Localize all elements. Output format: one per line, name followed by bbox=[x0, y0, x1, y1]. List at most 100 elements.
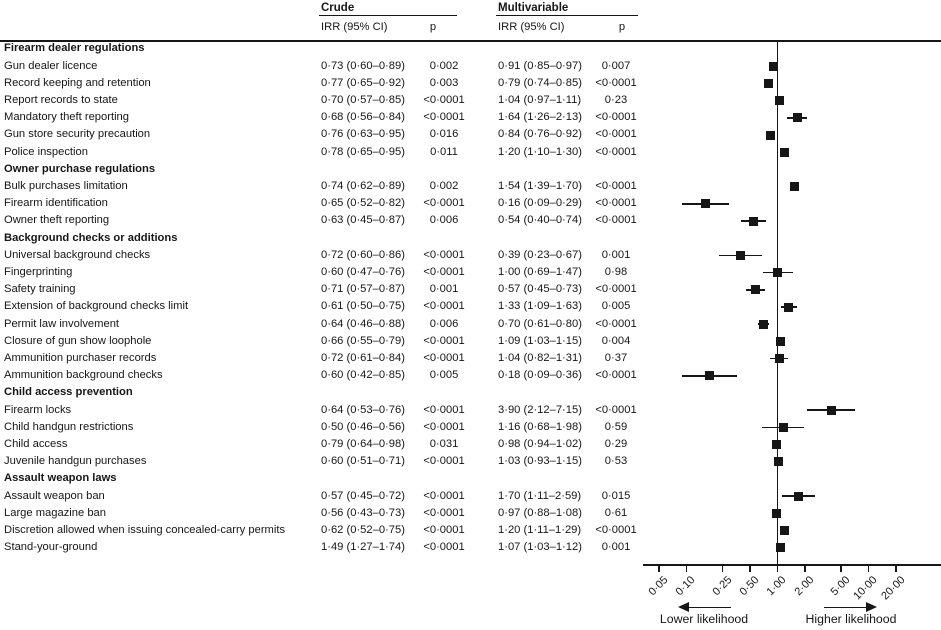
row-label: Fingerprinting bbox=[4, 266, 73, 278]
multivariable-irr-value: 3·90 (2·12–7·15) bbox=[498, 403, 582, 416]
section-header-row: Owner purchase regulations bbox=[0, 161, 660, 178]
crude-p-value: 0·002 bbox=[429, 59, 459, 72]
table-row: Owner theft reporting 0·63 (0·45–0·87) 0·0… bbox=[0, 212, 660, 229]
forest-marker bbox=[774, 354, 784, 364]
forest-marker bbox=[758, 319, 768, 329]
forest-marker bbox=[705, 371, 715, 381]
multivariable-p-value: 0·37 bbox=[604, 352, 628, 364]
table-row: Child handgun restrictions 0·50 (0·46–0·5… bbox=[0, 419, 660, 436]
arrow-left-icon bbox=[678, 602, 689, 613]
crude-irr-value: 0·68 (0·56–0·84) bbox=[321, 111, 405, 124]
crude-irr-value: 0·70 (0·57–0·85) bbox=[321, 94, 405, 106]
multivariable-irr-value: 1·04 (0·97–1·11) bbox=[498, 94, 582, 106]
forest-marker bbox=[775, 543, 785, 553]
forest-marker bbox=[826, 405, 836, 415]
forest-marker bbox=[763, 78, 773, 88]
crude-irr-value: 0·66 (0·55–0·79) bbox=[321, 334, 405, 347]
axis-tick bbox=[867, 565, 870, 572]
crude-p-value: <0·0001 bbox=[423, 524, 465, 536]
crude-p-value: <0·0001 bbox=[423, 266, 465, 278]
table-row: Record keeping and retention 0·77 (0·65–0… bbox=[0, 75, 660, 92]
crude-irr-value: 0·78 (0·65–0·95) bbox=[321, 145, 405, 158]
crude-p-value: <0·0001 bbox=[423, 248, 465, 261]
crude-irr-value: 0·56 (0·43–0·73) bbox=[321, 506, 405, 519]
crude-irr-value: 0·60 (0·47–0·76) bbox=[321, 266, 405, 278]
multivariable-p-value: 0·59 bbox=[604, 420, 628, 433]
table-row: Police inspection 0·78 (0·65–0·95) 0·011 1·… bbox=[0, 144, 660, 161]
multivariable-p-value: <0·0001 bbox=[595, 524, 637, 536]
axis-tick-label: 1·00 bbox=[764, 574, 789, 599]
crude-irr-value: 0·65 (0·52–0·82) bbox=[321, 197, 405, 210]
crude-p-value: 0·005 bbox=[429, 369, 459, 382]
forest-marker bbox=[769, 61, 779, 71]
crude-p-value: 0·003 bbox=[429, 76, 459, 89]
crude-p-value: 0·016 bbox=[429, 128, 459, 141]
multivariable-irr-value: 1·64 (1·26–2·13) bbox=[498, 111, 582, 124]
crude-p-header: p bbox=[429, 21, 437, 33]
section-header-row: Assault weapon laws bbox=[0, 470, 660, 487]
multivariable-irr-value: 0·79 (0·74–0·85) bbox=[498, 76, 582, 89]
crude-p-value: 0·006 bbox=[429, 317, 459, 330]
forest-marker bbox=[750, 285, 760, 295]
crude-irr-ci-header: IRR (95% CI) bbox=[321, 21, 388, 33]
crude-irr-value: 0·64 (0·46–0·88) bbox=[321, 317, 405, 330]
multivariable-irr-value: 1·16 (0·68–1·98) bbox=[498, 420, 582, 433]
multivariable-p-value: 0·29 bbox=[604, 438, 628, 450]
table-row: Universal background checks 0·72 (0·60–0·… bbox=[0, 247, 660, 264]
crude-irr-value: 0·79 (0·64–0·98) bbox=[321, 438, 405, 450]
table-row: Gun store security precaution 0·76 (0·63–… bbox=[0, 126, 660, 143]
crude-p-value: <0·0001 bbox=[423, 300, 465, 313]
crude-irr-value: 0·71 (0·57–0·87) bbox=[321, 283, 405, 296]
section-header-row: Background checks or additions bbox=[0, 230, 660, 247]
axis-tick-label: 20·00 bbox=[878, 574, 908, 603]
row-label: Firearm locks bbox=[4, 403, 72, 416]
forest-marker bbox=[784, 302, 794, 312]
table-row: Safety training 0·71 (0·57–0·87) 0·001 0·57… bbox=[0, 281, 660, 298]
crude-irr-value: 0·77 (0·65–0·92) bbox=[321, 76, 405, 89]
table-row: Firearm identification 0·65 (0·52–0·82) <0… bbox=[0, 195, 660, 212]
crude-irr-value: 0·72 (0·60–0·86) bbox=[321, 248, 405, 261]
multivariable-irr-value: 0·16 (0·09–0·29) bbox=[498, 197, 582, 210]
multivariable-group-underline bbox=[496, 15, 638, 17]
forest-marker bbox=[735, 250, 745, 260]
multivariable-p-value: 0·001 bbox=[601, 541, 631, 554]
row-label: Assault weapon ban bbox=[4, 489, 105, 502]
axis-tick-label: 5·00 bbox=[828, 574, 853, 599]
row-label: Juvenile handgun purchases bbox=[4, 455, 147, 468]
multivariable-irr-value: 0·39 (0·23–0·67) bbox=[498, 248, 582, 261]
crude-p-value: 0·031 bbox=[429, 438, 459, 450]
x-axis-line bbox=[643, 564, 941, 566]
section-title: Firearm dealer regulations bbox=[4, 42, 145, 55]
section-title: Background checks or additions bbox=[4, 231, 178, 244]
axis-tick-label: 10·00 bbox=[851, 574, 880, 603]
multivariable-irr-value: 1·70 (1·11–2·59) bbox=[498, 489, 582, 502]
multivariable-irr-value: 1·54 (1·39–1·70) bbox=[498, 180, 582, 192]
arrow-left-shaft bbox=[688, 606, 731, 609]
forest-marker bbox=[772, 440, 782, 450]
crude-p-value: <0·0001 bbox=[423, 506, 465, 519]
header-rule bbox=[0, 39, 941, 42]
multivariable-irr-value: 1·04 (0·82–1·31) bbox=[498, 352, 582, 364]
multivariable-irr-value: 0·18 (0·09–0·36) bbox=[498, 369, 582, 382]
row-label: Child handgun restrictions bbox=[4, 420, 134, 433]
forest-marker bbox=[774, 96, 784, 106]
crude-irr-value: 0·60 (0·42–0·85) bbox=[321, 369, 405, 382]
table-row: Assault weapon ban 0·57 (0·45–0·72) <0·000… bbox=[0, 488, 660, 505]
multivariable-p-value: <0·0001 bbox=[595, 197, 637, 210]
axis-tick-label: 2·00 bbox=[792, 574, 817, 599]
row-label: Owner theft reporting bbox=[4, 214, 110, 227]
table-row: Stand-your-ground 1·49 (1·27–1·74) <0·0001… bbox=[0, 539, 660, 556]
table-row: Permit law involvement 0·64 (0·46–0·88) 0·… bbox=[0, 316, 660, 333]
section-header-row: Firearm dealer regulations bbox=[0, 40, 660, 57]
crude-irr-value: 0·73 (0·60–0·89) bbox=[321, 59, 405, 72]
crude-p-value: <0·0001 bbox=[423, 489, 465, 502]
multivariable-irr-value: 0·84 (0·76–0·92) bbox=[498, 128, 582, 141]
multivariable-p-value: 0·61 bbox=[604, 506, 628, 519]
axis-tick-label: 0·05 bbox=[646, 574, 671, 599]
multivariable-irr-value: 0·91 (0·85–0·97) bbox=[498, 59, 582, 72]
row-label: Ammunition background checks bbox=[4, 369, 163, 382]
table-row: Child access 0·79 (0·64–0·98) 0·031 0·98 (0… bbox=[0, 436, 660, 453]
crude-irr-value: 1·49 (1·27–1·74) bbox=[321, 541, 405, 554]
table-row: Fingerprinting 0·60 (0·47–0·76) <0·0001 1·0… bbox=[0, 264, 660, 281]
